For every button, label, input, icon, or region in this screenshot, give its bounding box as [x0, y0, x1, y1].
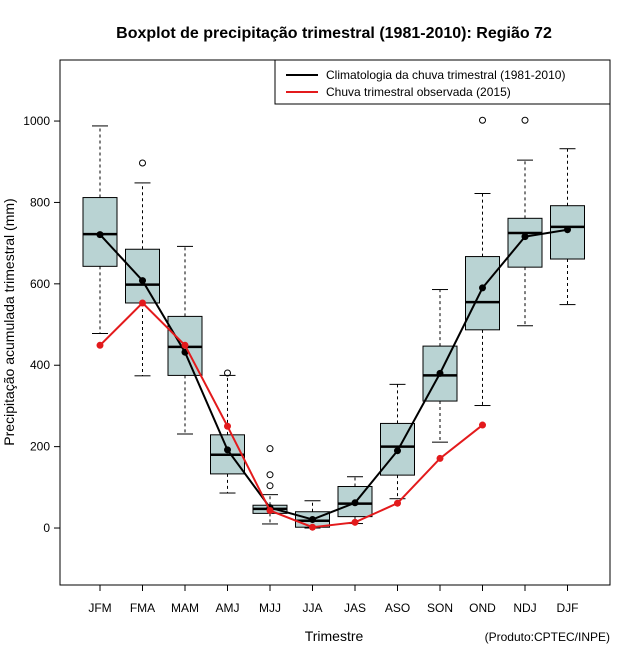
- outlier-point: [479, 116, 486, 124]
- y-tick-label: 0: [43, 521, 50, 535]
- x-tick-label: JJA: [302, 601, 322, 615]
- legend-box: [274, 59, 611, 105]
- y-tick-label: 800: [30, 195, 50, 209]
- series-point: [351, 518, 359, 526]
- x-tick-label: SON: [427, 601, 453, 615]
- box-iqr: [507, 217, 543, 268]
- x-tick-label: JAS: [344, 601, 366, 615]
- series-point: [309, 515, 316, 523]
- series-point: [394, 447, 401, 455]
- box-mam: [167, 245, 203, 435]
- y-axis-label: Precipitação acumulada trimestral (mm): [1, 198, 17, 445]
- boxes-layer: [82, 116, 585, 529]
- legend-label-observed: Chuva trimestral observada (2015): [326, 85, 511, 99]
- x-tick-label: AMJ: [216, 601, 240, 615]
- box-fma: [125, 159, 160, 377]
- series-point: [224, 446, 231, 454]
- box-son: [422, 289, 458, 443]
- series-point: [564, 226, 571, 234]
- y-tick-label: 200: [30, 440, 50, 454]
- series-point: [351, 499, 359, 507]
- series-point: [181, 341, 189, 349]
- series-point: [436, 369, 444, 377]
- series-point: [96, 231, 104, 239]
- outlier-point: [266, 471, 274, 479]
- series-layer: [96, 226, 571, 531]
- x-tick-label: MAM: [171, 601, 199, 615]
- series-point: [479, 421, 486, 429]
- x-tick-label: OND: [469, 601, 496, 615]
- x-tick-label: DJF: [557, 601, 579, 615]
- box-iqr: [422, 345, 458, 402]
- series-point: [479, 284, 486, 292]
- series-observed-2015: [96, 299, 486, 531]
- legend: Climatologia da chuva trimestral (1981-2…: [274, 59, 611, 105]
- box-iqr: [125, 248, 160, 304]
- x-tick-label: MJJ: [259, 601, 281, 615]
- series-point: [139, 277, 146, 285]
- x-tick-label: FMA: [130, 601, 155, 615]
- y-axis: 0 200 400 600 800 1000: [23, 114, 60, 535]
- legend-label-climatology: Climatologia da chuva trimestral (1981-2…: [326, 68, 565, 82]
- series-line: [99, 228, 568, 521]
- series-line: [99, 301, 484, 529]
- chart-title: Boxplot de precipitação trimestral (1981…: [116, 25, 552, 42]
- y-tick-label: 1000: [23, 114, 50, 128]
- outlier-point: [139, 159, 146, 167]
- series-point: [266, 507, 274, 515]
- outlier-point: [266, 482, 274, 490]
- x-tick-label: ASO: [385, 601, 410, 615]
- x-axis-label: Trimestre: [305, 628, 364, 644]
- outlier-point: [224, 369, 231, 377]
- x-axis: JFM FMA MAM AMJ MJJ JJA JAS ASO SON OND NDJ DJF: [88, 585, 579, 615]
- box-ond: [465, 116, 500, 407]
- outlier-point: [266, 445, 274, 453]
- outlier-point: [521, 116, 529, 124]
- box-jfm: [82, 125, 118, 334]
- series-point: [309, 523, 316, 531]
- x-tick-label: JFM: [88, 601, 111, 615]
- product-credit: (Produto:CPTEC/INPE): [485, 630, 610, 644]
- box-ndj: [507, 116, 543, 327]
- y-tick-label: 600: [30, 277, 50, 291]
- series-point: [394, 499, 401, 507]
- y-tick-label: 400: [30, 358, 50, 372]
- series-point: [436, 454, 444, 462]
- x-tick-label: NDJ: [513, 601, 536, 615]
- series-point: [139, 299, 146, 307]
- box-amj: [210, 369, 245, 494]
- series-point: [96, 341, 104, 349]
- box-iqr: [465, 256, 500, 331]
- series-point: [521, 233, 529, 241]
- series-point: [224, 422, 231, 430]
- box-aso: [380, 383, 415, 500]
